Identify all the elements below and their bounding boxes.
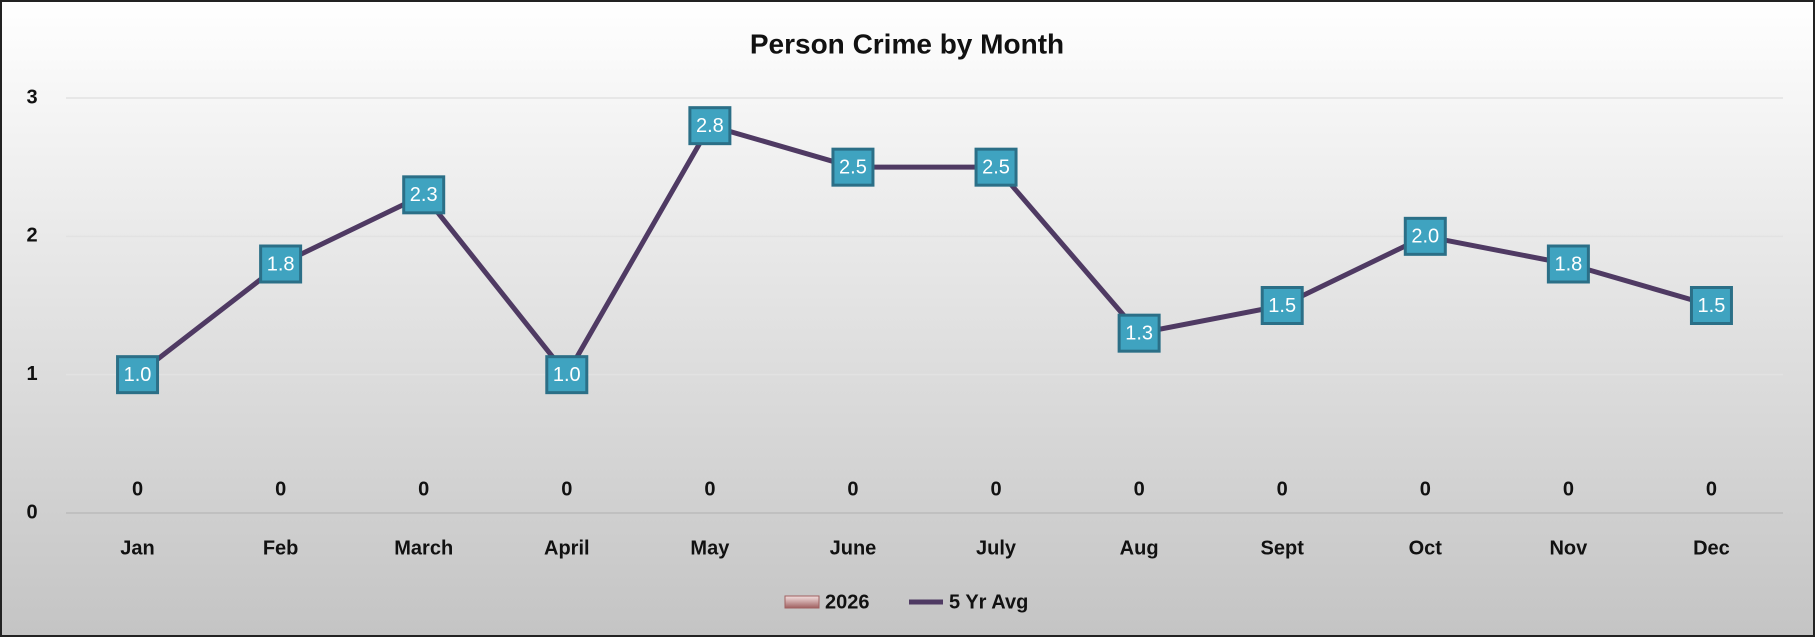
legend-label: 5 Yr Avg [949, 591, 1028, 613]
x-tick-label: Feb [263, 537, 299, 559]
x-tick-label: Jan [120, 537, 154, 559]
chart-title: Person Crime by Month [750, 28, 1064, 59]
bar-value-label: 0 [418, 478, 429, 500]
y-tick-label: 0 [26, 501, 37, 523]
bar-value-label: 0 [704, 478, 715, 500]
data-label: 1.8 [267, 253, 295, 275]
data-label: 2.5 [839, 156, 867, 178]
marker [116, 355, 160, 395]
marker [259, 244, 303, 284]
x-tick-label: Sept [1261, 537, 1305, 559]
marker [545, 355, 589, 395]
bar-value-label: 0 [990, 478, 1001, 500]
x-tick-label: July [976, 537, 1017, 559]
bar-value-label: 0 [132, 478, 143, 500]
x-tick-label: March [394, 537, 453, 559]
data-label: 1.3 [1125, 322, 1153, 344]
marker [1403, 216, 1447, 256]
bar-value-label: 0 [1134, 478, 1145, 500]
data-label: 1.0 [124, 364, 152, 386]
legend-label: 2026 [825, 591, 870, 613]
legend-swatch [784, 595, 820, 609]
data-label: 1.5 [1268, 295, 1296, 317]
x-tick-label: Dec [1693, 537, 1730, 559]
y-tick-label: 2 [26, 225, 37, 247]
data-label: 1.5 [1698, 295, 1726, 317]
y-tick-label: 1 [26, 363, 37, 385]
x-tick-label: Nov [1549, 537, 1588, 559]
marker [402, 175, 446, 215]
data-label: 2.3 [410, 184, 438, 206]
data-label: 2.5 [982, 156, 1010, 178]
x-tick-label: June [830, 537, 877, 559]
marker [688, 106, 732, 146]
bar-value-label: 0 [1706, 478, 1717, 500]
x-tick-label: May [690, 537, 730, 559]
x-tick-label: Oct [1409, 537, 1443, 559]
bar-value-label: 0 [1563, 478, 1574, 500]
bar-value-label: 0 [847, 478, 858, 500]
data-label: 1.8 [1554, 253, 1582, 275]
data-label: 1.0 [553, 364, 581, 386]
marker [1260, 286, 1304, 325]
bar-value-label: 0 [275, 478, 286, 500]
bar-value-label: 0 [1420, 478, 1431, 500]
x-tick-label: Aug [1120, 537, 1159, 559]
marker [1546, 244, 1590, 284]
x-tick-label: April [544, 537, 590, 559]
marker [831, 147, 875, 187]
marker [1117, 313, 1161, 353]
bar-value-label: 0 [1277, 478, 1288, 500]
y-tick-label: 3 [26, 86, 37, 108]
data-label: 2.8 [696, 115, 724, 137]
bar-value-label: 0 [561, 478, 572, 500]
data-label: 2.0 [1411, 226, 1439, 248]
line [136, 123, 1713, 378]
marker [974, 147, 1018, 187]
marker [1689, 286, 1733, 325]
